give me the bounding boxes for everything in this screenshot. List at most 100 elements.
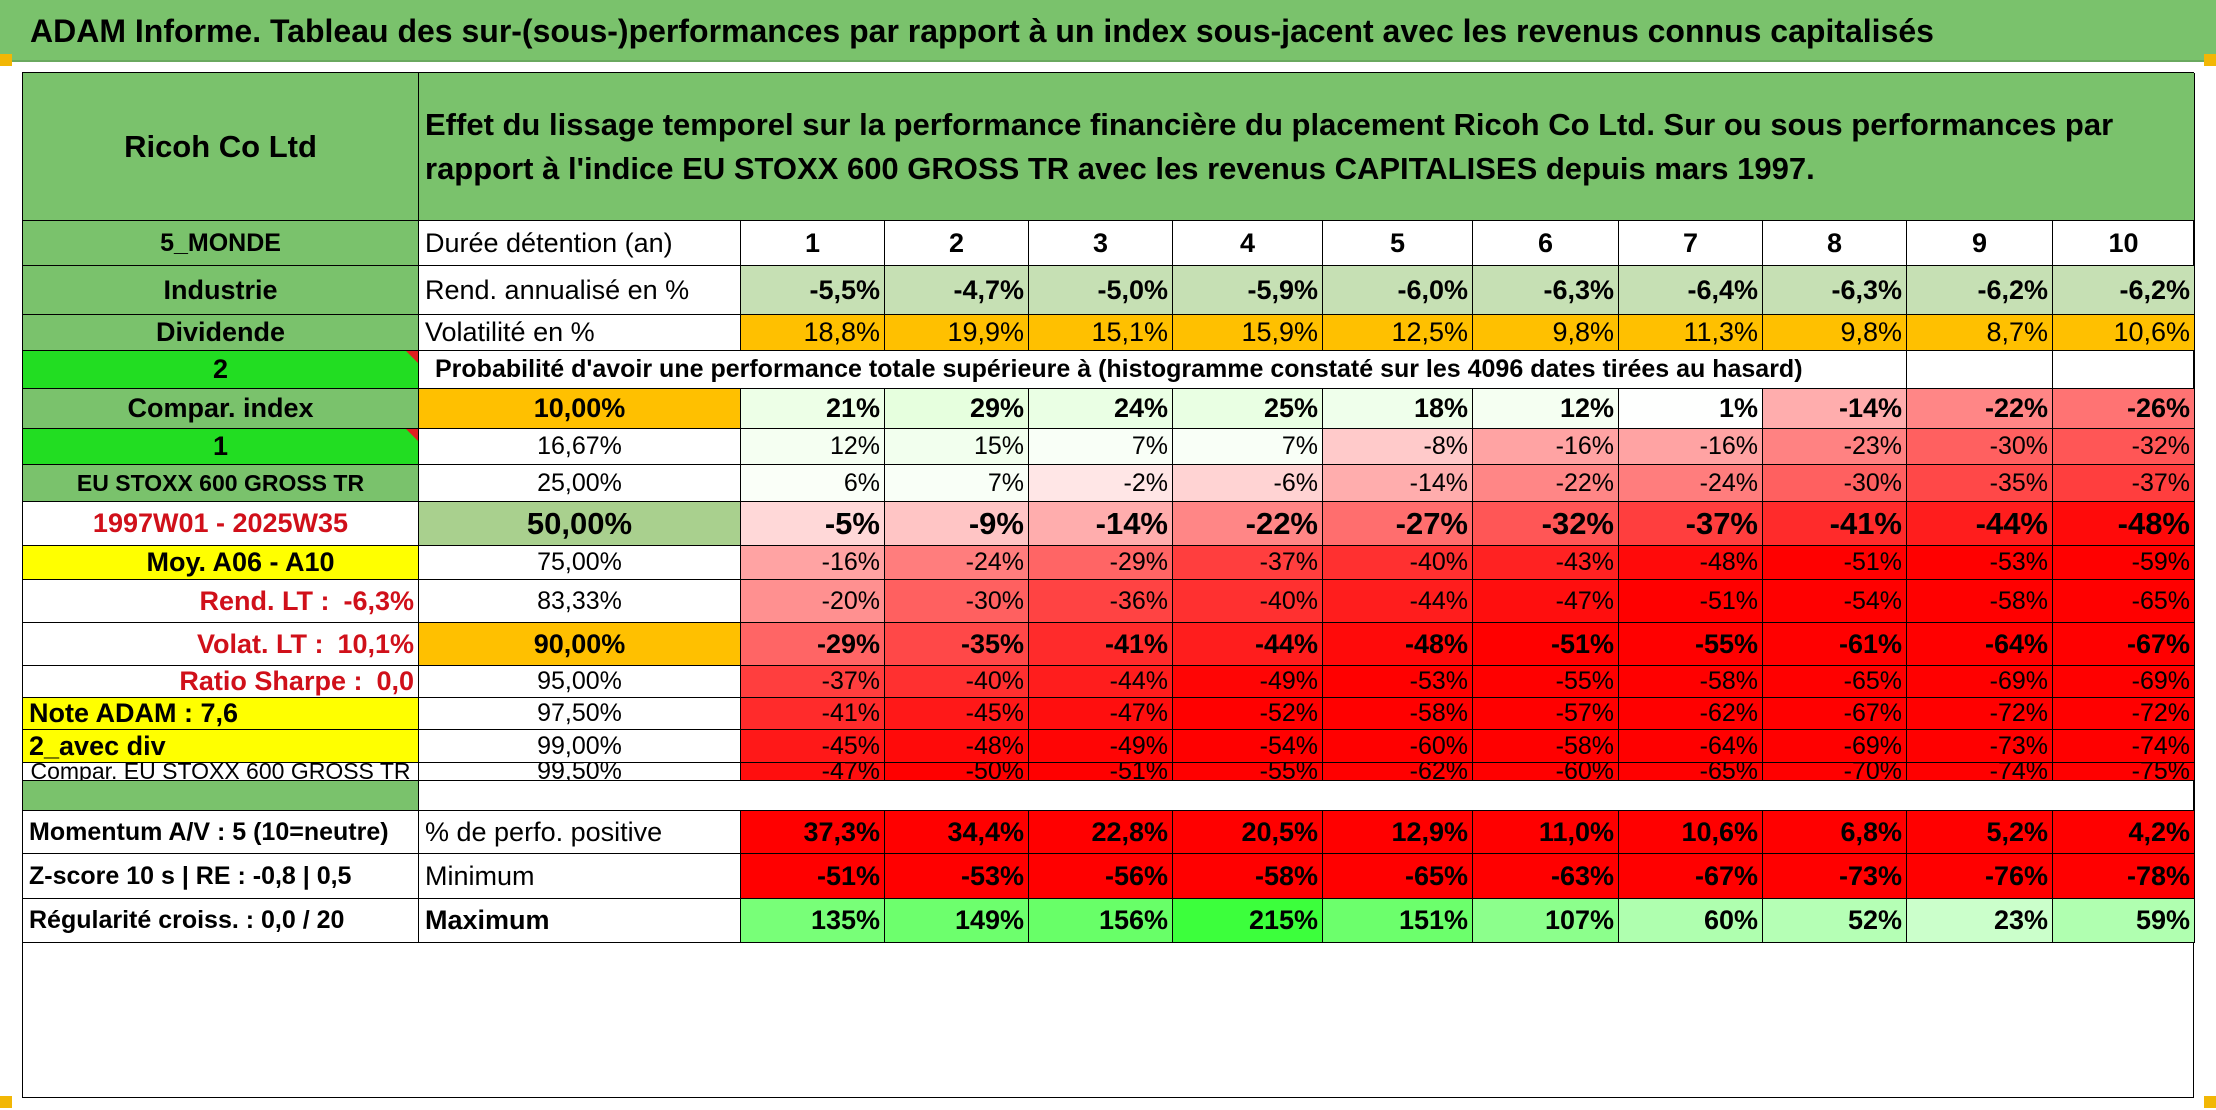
prob-value: -47% xyxy=(741,763,885,781)
prob-value: -49% xyxy=(1173,666,1323,698)
prob-threshold: 97,50% xyxy=(419,698,741,730)
vol-value: 12,5% xyxy=(1323,315,1473,351)
sharpe-value: 0,0 xyxy=(376,666,414,696)
prob-value: -50% xyxy=(885,763,1029,781)
prob-value: -75% xyxy=(2053,763,2195,781)
right-marker-top xyxy=(2204,54,2216,66)
prob-value: -58% xyxy=(1619,666,1763,698)
prob-value: -67% xyxy=(2053,623,2195,666)
prob-value: 24% xyxy=(1029,389,1173,429)
right-marker-bottom xyxy=(2204,1096,2216,1108)
prob-value: -64% xyxy=(1907,623,2053,666)
momentum-label: Momentum A/V : 5 (10=neutre) xyxy=(23,811,419,854)
prob-value: -65% xyxy=(1763,666,1907,698)
rend-value: -5,5% xyxy=(741,266,885,315)
prob-value: -48% xyxy=(1323,623,1473,666)
minimum-value: -63% xyxy=(1473,854,1619,899)
year-header: 5 xyxy=(1323,221,1473,266)
maximum-value: 215% xyxy=(1173,899,1323,943)
prob-value: -45% xyxy=(741,730,885,763)
vol-value: 15,1% xyxy=(1029,315,1173,351)
prob-value: -14% xyxy=(1763,389,1907,429)
prob-value: -5% xyxy=(741,502,885,546)
prob-value: -64% xyxy=(1619,730,1763,763)
prob-value: 15% xyxy=(885,429,1029,465)
prob-value: -59% xyxy=(2053,546,2195,580)
prob-value: -24% xyxy=(1619,465,1763,502)
prob-threshold: 16,67% xyxy=(419,429,741,465)
prob-value: -74% xyxy=(1907,763,2053,781)
vol-value: 11,3% xyxy=(1619,315,1763,351)
prob-threshold: 75,00% xyxy=(419,546,741,580)
year-header: 4 xyxy=(1173,221,1323,266)
minimum-value: -65% xyxy=(1323,854,1473,899)
prob-value: -51% xyxy=(1619,580,1763,623)
prob-value: -43% xyxy=(1473,546,1619,580)
empty-cell xyxy=(2053,351,2195,389)
zscore-label: Z-score 10 s | RE : -0,8 | 0,5 xyxy=(23,854,419,899)
positive-value: 6,8% xyxy=(1763,811,1907,854)
vol-label: Volatilité en % xyxy=(419,315,741,351)
prob-value: -74% xyxy=(2053,730,2195,763)
performance-table: Ricoh Co Ltd Effet du lissage temporel su… xyxy=(22,72,2195,1098)
positive-value: 34,4% xyxy=(885,811,1029,854)
prob-value: -30% xyxy=(1907,429,2053,465)
year-header: 6 xyxy=(1473,221,1619,266)
prob-value: -27% xyxy=(1323,502,1473,546)
sharpe: Ratio Sharpe : 0,0 xyxy=(23,666,419,698)
prob-value: -72% xyxy=(2053,698,2195,730)
prob-value: 7% xyxy=(1029,429,1173,465)
rend-value: -6,2% xyxy=(1907,266,2053,315)
prob-value: -32% xyxy=(1473,502,1619,546)
prob-header: Probabilité d'avoir une performance tota… xyxy=(419,351,1907,389)
index-selector[interactable]: 1 xyxy=(23,429,419,465)
prob-value: -53% xyxy=(1907,546,2053,580)
rend-value: -5,0% xyxy=(1029,266,1173,315)
prob-value: -44% xyxy=(1323,580,1473,623)
vol-value: 18,8% xyxy=(741,315,885,351)
positive-value: 12,9% xyxy=(1323,811,1473,854)
sharpe-label: Ratio Sharpe : xyxy=(179,666,363,696)
prob-threshold: 99,00% xyxy=(419,730,741,763)
comment-marker xyxy=(406,429,418,441)
prob-value: -41% xyxy=(1763,502,1907,546)
maximum-value: 52% xyxy=(1763,899,1907,943)
prob-value: -16% xyxy=(1473,429,1619,465)
sector-label: Industrie xyxy=(23,266,419,315)
positive-value: 11,0% xyxy=(1473,811,1619,854)
prob-value: 12% xyxy=(1473,389,1619,429)
volat-lt: Volat. LT : 10,1% xyxy=(23,623,419,666)
prob-value: -60% xyxy=(1323,730,1473,763)
prob-value: -37% xyxy=(2053,465,2195,502)
year-header: 1 xyxy=(741,221,885,266)
period-label: 1997W01 - 2025W35 xyxy=(23,502,419,546)
left-marker-bottom xyxy=(0,1096,12,1108)
prob-value: -14% xyxy=(1029,502,1173,546)
maximum-value: 151% xyxy=(1323,899,1473,943)
positive-value: 5,2% xyxy=(1907,811,2053,854)
left-marker-top xyxy=(0,54,12,66)
dividend-selector[interactable]: 2 xyxy=(23,351,419,389)
maximum-value: 107% xyxy=(1473,899,1619,943)
avec-div-label: 2_avec div xyxy=(23,730,419,763)
rend-value: -6,4% xyxy=(1619,266,1763,315)
rend-value: -6,3% xyxy=(1473,266,1619,315)
prob-value: 29% xyxy=(885,389,1029,429)
prob-value: -30% xyxy=(1763,465,1907,502)
prob-value: -48% xyxy=(885,730,1029,763)
minimum-value: -53% xyxy=(885,854,1029,899)
prob-threshold: 25,00% xyxy=(419,465,741,502)
minimum-label: Minimum xyxy=(419,854,741,899)
prob-value: -55% xyxy=(1619,623,1763,666)
region-label: 5_MONDE xyxy=(23,221,419,266)
prob-threshold: 90,00% xyxy=(419,623,741,666)
prob-value: -37% xyxy=(741,666,885,698)
prob-threshold: 10,00% xyxy=(419,389,741,429)
maximum-value: 156% xyxy=(1029,899,1173,943)
minimum-value: -78% xyxy=(2053,854,2195,899)
prob-value: -54% xyxy=(1763,580,1907,623)
prob-value: 1% xyxy=(1619,389,1763,429)
prob-value: -51% xyxy=(1473,623,1619,666)
vol-value: 15,9% xyxy=(1173,315,1323,351)
rend-value: -6,0% xyxy=(1323,266,1473,315)
